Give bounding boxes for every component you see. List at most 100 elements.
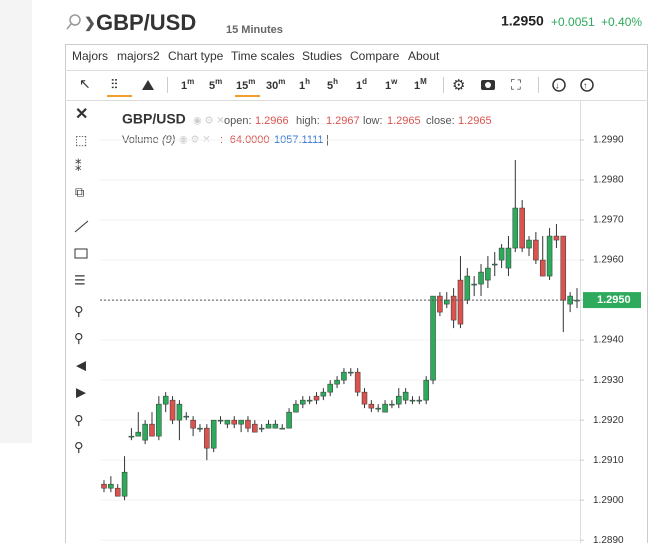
- candle-body: [286, 411, 292, 429]
- menu-item[interactable]: Studies: [302, 49, 342, 63]
- period-unit: d: [362, 77, 367, 86]
- candle-body: [478, 271, 484, 285]
- candle-body: [361, 391, 368, 405]
- menu-item[interactable]: Compare: [350, 49, 400, 63]
- candle-body: [300, 399, 306, 405]
- scroll-left-tool[interactable]: ◀: [76, 357, 86, 372]
- candle-body: [272, 423, 279, 429]
- candle-body: [382, 403, 388, 413]
- candle-body: [231, 419, 237, 425]
- legend-value: 1.2967: [326, 115, 360, 127]
- menu-item[interactable]: About: [408, 49, 440, 63]
- upload-icon[interactable]: [580, 78, 594, 92]
- period-unit: h: [305, 77, 310, 86]
- delete-tool[interactable]: ✕: [75, 106, 88, 123]
- fullscreen-icon[interactable]: ⛶: [511, 77, 521, 93]
- download-icon[interactable]: [552, 78, 566, 92]
- candle-body: [519, 207, 525, 249]
- y-tick-label: 1.2900: [593, 495, 624, 506]
- period[interactable]: 1d: [356, 77, 367, 92]
- zoom-out-tool[interactable]: ⚲: [74, 330, 84, 345]
- candle-body: [437, 295, 443, 313]
- legend-icons[interactable]: ◉ ⚙ ✕: [193, 116, 225, 127]
- menu-item[interactable]: Chart type: [168, 49, 224, 63]
- clone-tool[interactable]: ⧉: [75, 184, 84, 199]
- legend-label: low:: [363, 115, 383, 127]
- y-tick-label: 1.2940: [593, 335, 624, 346]
- menu-item[interactable]: Time scales: [231, 49, 295, 63]
- period-unit: m: [278, 77, 285, 86]
- candle-body: [560, 235, 567, 301]
- legend-value: 1.2965: [458, 115, 492, 127]
- scroll-right-tool[interactable]: ▶: [76, 384, 86, 399]
- candle-body: [539, 259, 546, 277]
- candle-body: [533, 239, 539, 261]
- line-tool[interactable]: [74, 220, 89, 233]
- candle-body: [135, 431, 142, 437]
- symbol: GBP/USD: [96, 10, 196, 35]
- select-tool[interactable]: ⬚: [75, 132, 87, 147]
- period[interactable]: 1M: [414, 77, 427, 92]
- period-num: 1: [385, 80, 391, 92]
- candle-body: [101, 483, 107, 489]
- magnet-tool[interactable]: ⁑: [75, 158, 82, 173]
- settings-icon[interactable]: ⚙: [452, 77, 465, 94]
- period-num: 1: [414, 80, 420, 92]
- period[interactable]: 1h: [299, 77, 310, 92]
- candle-body: [450, 295, 457, 321]
- zoom-reset-tool[interactable]: ⚲: [74, 439, 84, 454]
- candle-body: [238, 419, 244, 425]
- period[interactable]: 5h: [327, 77, 338, 92]
- period[interactable]: 30m: [266, 77, 285, 92]
- y-tick-label: 1.2890: [593, 535, 624, 543]
- candle-body: [197, 427, 203, 430]
- candle-body: [142, 423, 148, 441]
- last-price-label: 1.2950: [597, 294, 631, 306]
- candle-body: [245, 419, 251, 429]
- candle-body: [348, 371, 354, 374]
- cursor-tool[interactable]: ↖: [79, 76, 91, 92]
- candle-body: [546, 235, 553, 277]
- candle-body: [464, 275, 471, 301]
- candle-body: [505, 247, 512, 269]
- candle-body: [430, 295, 436, 381]
- zoom-in-tool[interactable]: ⚲: [74, 303, 84, 318]
- candle-body: [553, 235, 560, 241]
- period-num: 30: [266, 80, 278, 92]
- candle-body: [368, 403, 375, 409]
- legend-label: close:: [426, 115, 455, 127]
- candle-type[interactable]: ⫶⫶: [111, 76, 118, 91]
- zoom-fit-tool[interactable]: ⚲: [74, 412, 84, 427]
- candle-body: [149, 423, 155, 437]
- camera-lens: [485, 82, 491, 88]
- period-num: 1: [181, 80, 187, 92]
- candle-body: [279, 427, 285, 430]
- candle-body: [156, 403, 162, 437]
- area-type[interactable]: [142, 80, 154, 90]
- legend-value: 1.2966: [255, 115, 289, 127]
- period[interactable]: 1m: [181, 77, 194, 92]
- period[interactable]: 15m: [236, 77, 255, 92]
- last-price-box: [583, 292, 641, 309]
- side-strip: [0, 0, 32, 443]
- candle-body: [444, 299, 450, 305]
- period[interactable]: 5m: [209, 77, 222, 92]
- candle-body: [375, 407, 381, 410]
- period-unit: m: [187, 77, 194, 86]
- candle-body: [108, 483, 114, 489]
- candle-body: [210, 419, 217, 449]
- search-icon[interactable]: [69, 14, 81, 26]
- candle-body: [224, 419, 231, 425]
- period-unit: h: [333, 77, 338, 86]
- candle-body: [176, 403, 183, 421]
- period[interactable]: 1w: [385, 77, 398, 92]
- candle-body: [169, 399, 176, 421]
- rect-tool[interactable]: [74, 248, 88, 259]
- candle-body: [306, 399, 313, 402]
- fib-tool[interactable]: ☰: [74, 272, 86, 287]
- candle-body: [471, 283, 477, 286]
- menu-item[interactable]: majors2: [117, 49, 160, 63]
- menu-item[interactable]: Majors: [72, 49, 108, 63]
- candle-body: [389, 403, 395, 406]
